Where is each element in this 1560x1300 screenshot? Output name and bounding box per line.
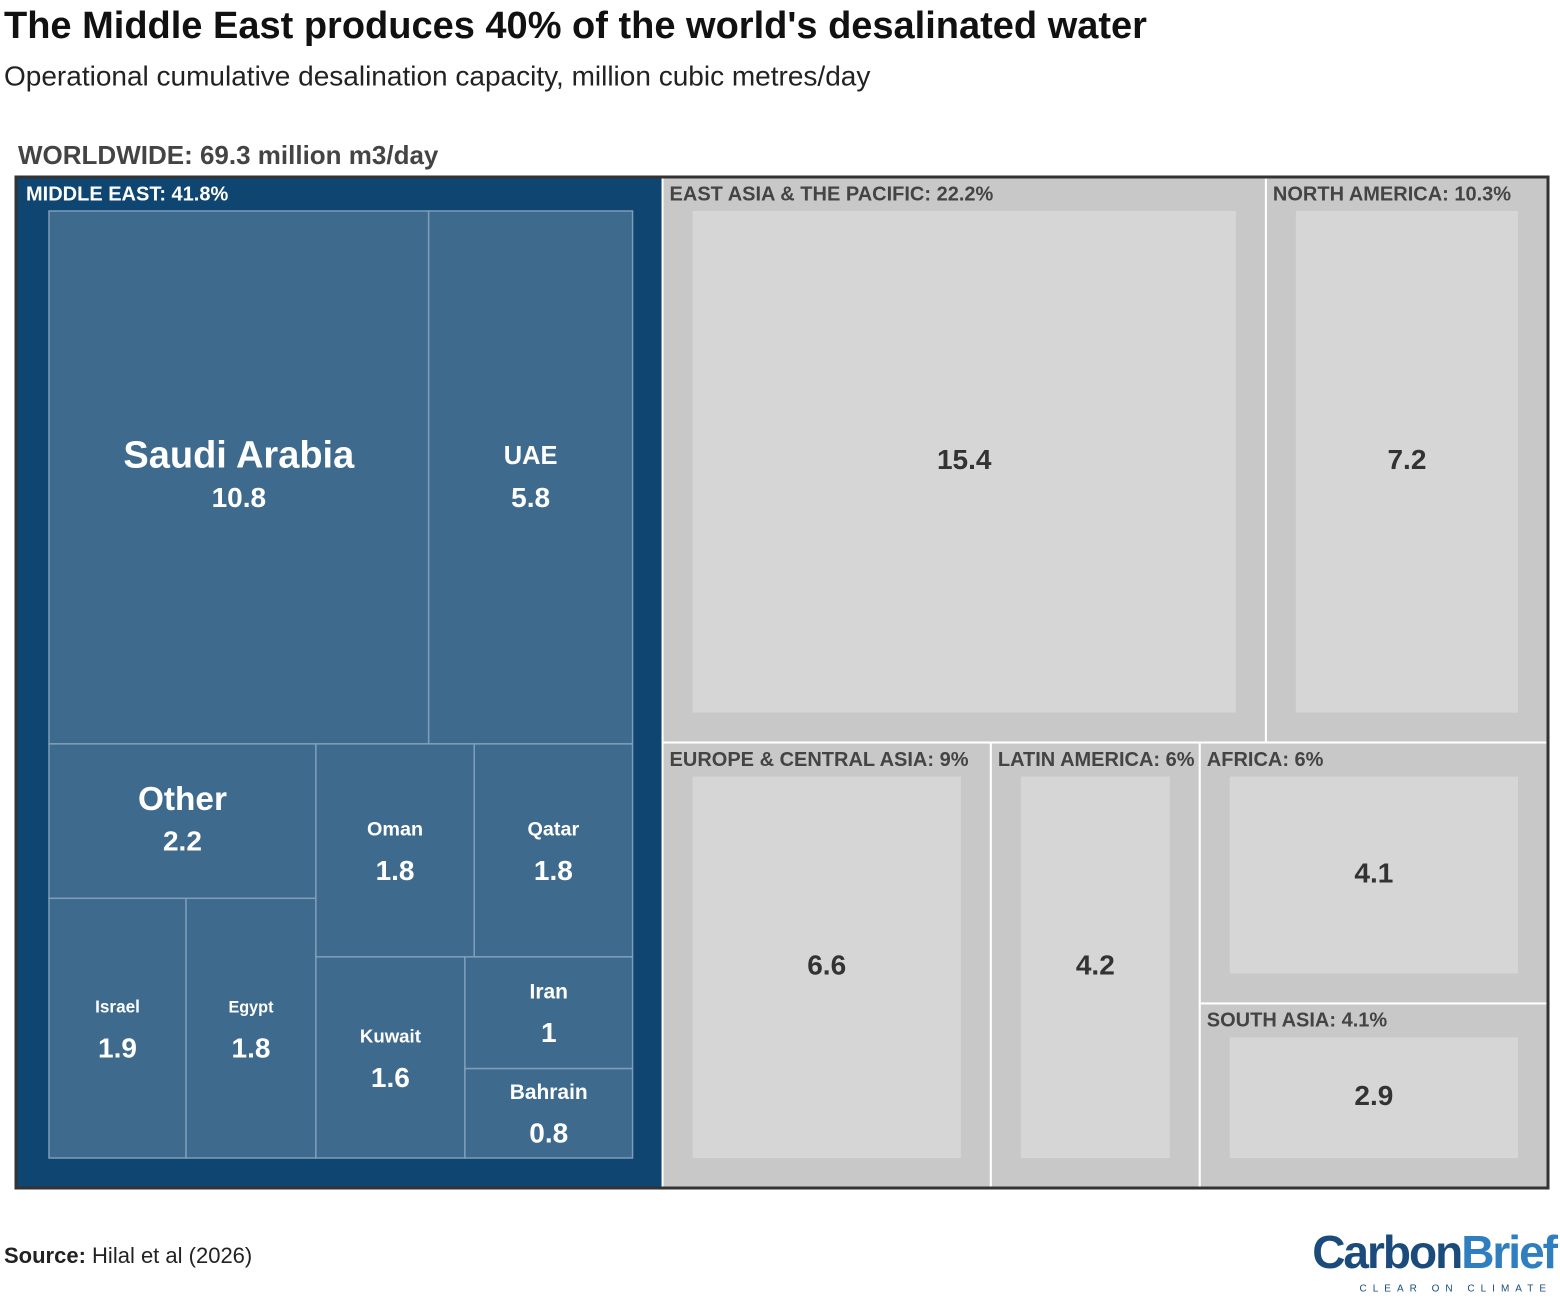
leaf-value: 5.8 [511, 482, 550, 513]
region-label: NORTH AMERICA: 10.3% [1273, 183, 1511, 205]
leaf [427, 210, 634, 745]
leaf-name: Bahrain [510, 1081, 588, 1104]
logo-tagline: CLEAR ON CLIMATE [1360, 1284, 1553, 1295]
leaf-value: 4.2 [1076, 950, 1115, 981]
leaf-name: Other [138, 781, 227, 818]
leaf-value: 4.1 [1354, 857, 1393, 888]
region-label: AFRICA: 6% [1207, 749, 1324, 771]
source: Source: Hilal et al (2026) [4, 1243, 252, 1268]
total-label: WORLDWIDE: 69.3 million m3/day [18, 140, 439, 170]
leaf [1295, 211, 1518, 713]
leaf [48, 210, 430, 745]
leaf [1229, 776, 1518, 974]
leaf-value: 1.8 [534, 855, 573, 886]
logo: CarbonBrief [1312, 1226, 1558, 1278]
leaf [315, 743, 475, 958]
chart-title: The Middle East produces 40% of the worl… [4, 5, 1147, 47]
leaf-value: 6.6 [807, 950, 846, 981]
leaf-name: Egypt [228, 998, 274, 1016]
leaf-name: Qatar [528, 819, 580, 841]
leaf-name: Oman [367, 819, 423, 841]
logo-first: Carbon [1312, 1226, 1461, 1278]
leaf [464, 1067, 634, 1159]
source-label: Source: [4, 1243, 86, 1268]
frame [14, 175, 1550, 1190]
leaf-value: 0.8 [529, 1118, 568, 1149]
region-label: MIDDLE EAST: 41.8% [26, 183, 228, 205]
leaf-value: 1.8 [232, 1033, 271, 1064]
leaf-name: Israel [95, 997, 140, 1017]
leaf [1020, 776, 1170, 1158]
region-label: EAST ASIA & THE PACIFIC: 22.2% [670, 183, 994, 205]
region-label: EUROPE & CENTRAL ASIA: 9% [670, 749, 969, 771]
leaf-value: 2.2 [163, 825, 202, 856]
region-label: LATIN AMERICA: 6% [998, 749, 1195, 771]
leaf-value: 10.8 [212, 482, 267, 513]
leaf [692, 776, 961, 1158]
leaf-name: Kuwait [360, 1025, 421, 1046]
leaf-value: 1.6 [371, 1062, 410, 1093]
leaf [48, 897, 187, 1159]
chart-subtitle: Operational cumulative desalination capa… [4, 60, 870, 91]
leaf-name: UAE [504, 442, 558, 470]
source-text: Hilal et al (2026) [92, 1243, 252, 1268]
leaf-value: 2.9 [1354, 1080, 1393, 1111]
region-label: SOUTH ASIA: 4.1% [1207, 1010, 1388, 1032]
leaf-value: 1.9 [98, 1033, 137, 1064]
leaf [473, 743, 634, 958]
leaf [315, 956, 466, 1159]
leaf [1229, 1037, 1518, 1158]
treemap: MIDDLE EAST: 41.8%Saudi Arabia10.8UAE5.8… [14, 175, 1550, 1190]
leaf-value: 1.8 [376, 855, 415, 886]
leaf [185, 897, 317, 1159]
leaf [692, 211, 1236, 713]
leaf-value: 15.4 [937, 444, 992, 475]
leaf-name: Saudi Arabia [123, 434, 355, 476]
logo-second: Brief [1461, 1226, 1558, 1278]
leaf [48, 743, 317, 900]
leaf-value: 7.2 [1387, 444, 1426, 475]
leaf [464, 956, 634, 1070]
leaf-name: Iran [530, 980, 568, 1003]
leaf-value: 1 [541, 1017, 557, 1048]
